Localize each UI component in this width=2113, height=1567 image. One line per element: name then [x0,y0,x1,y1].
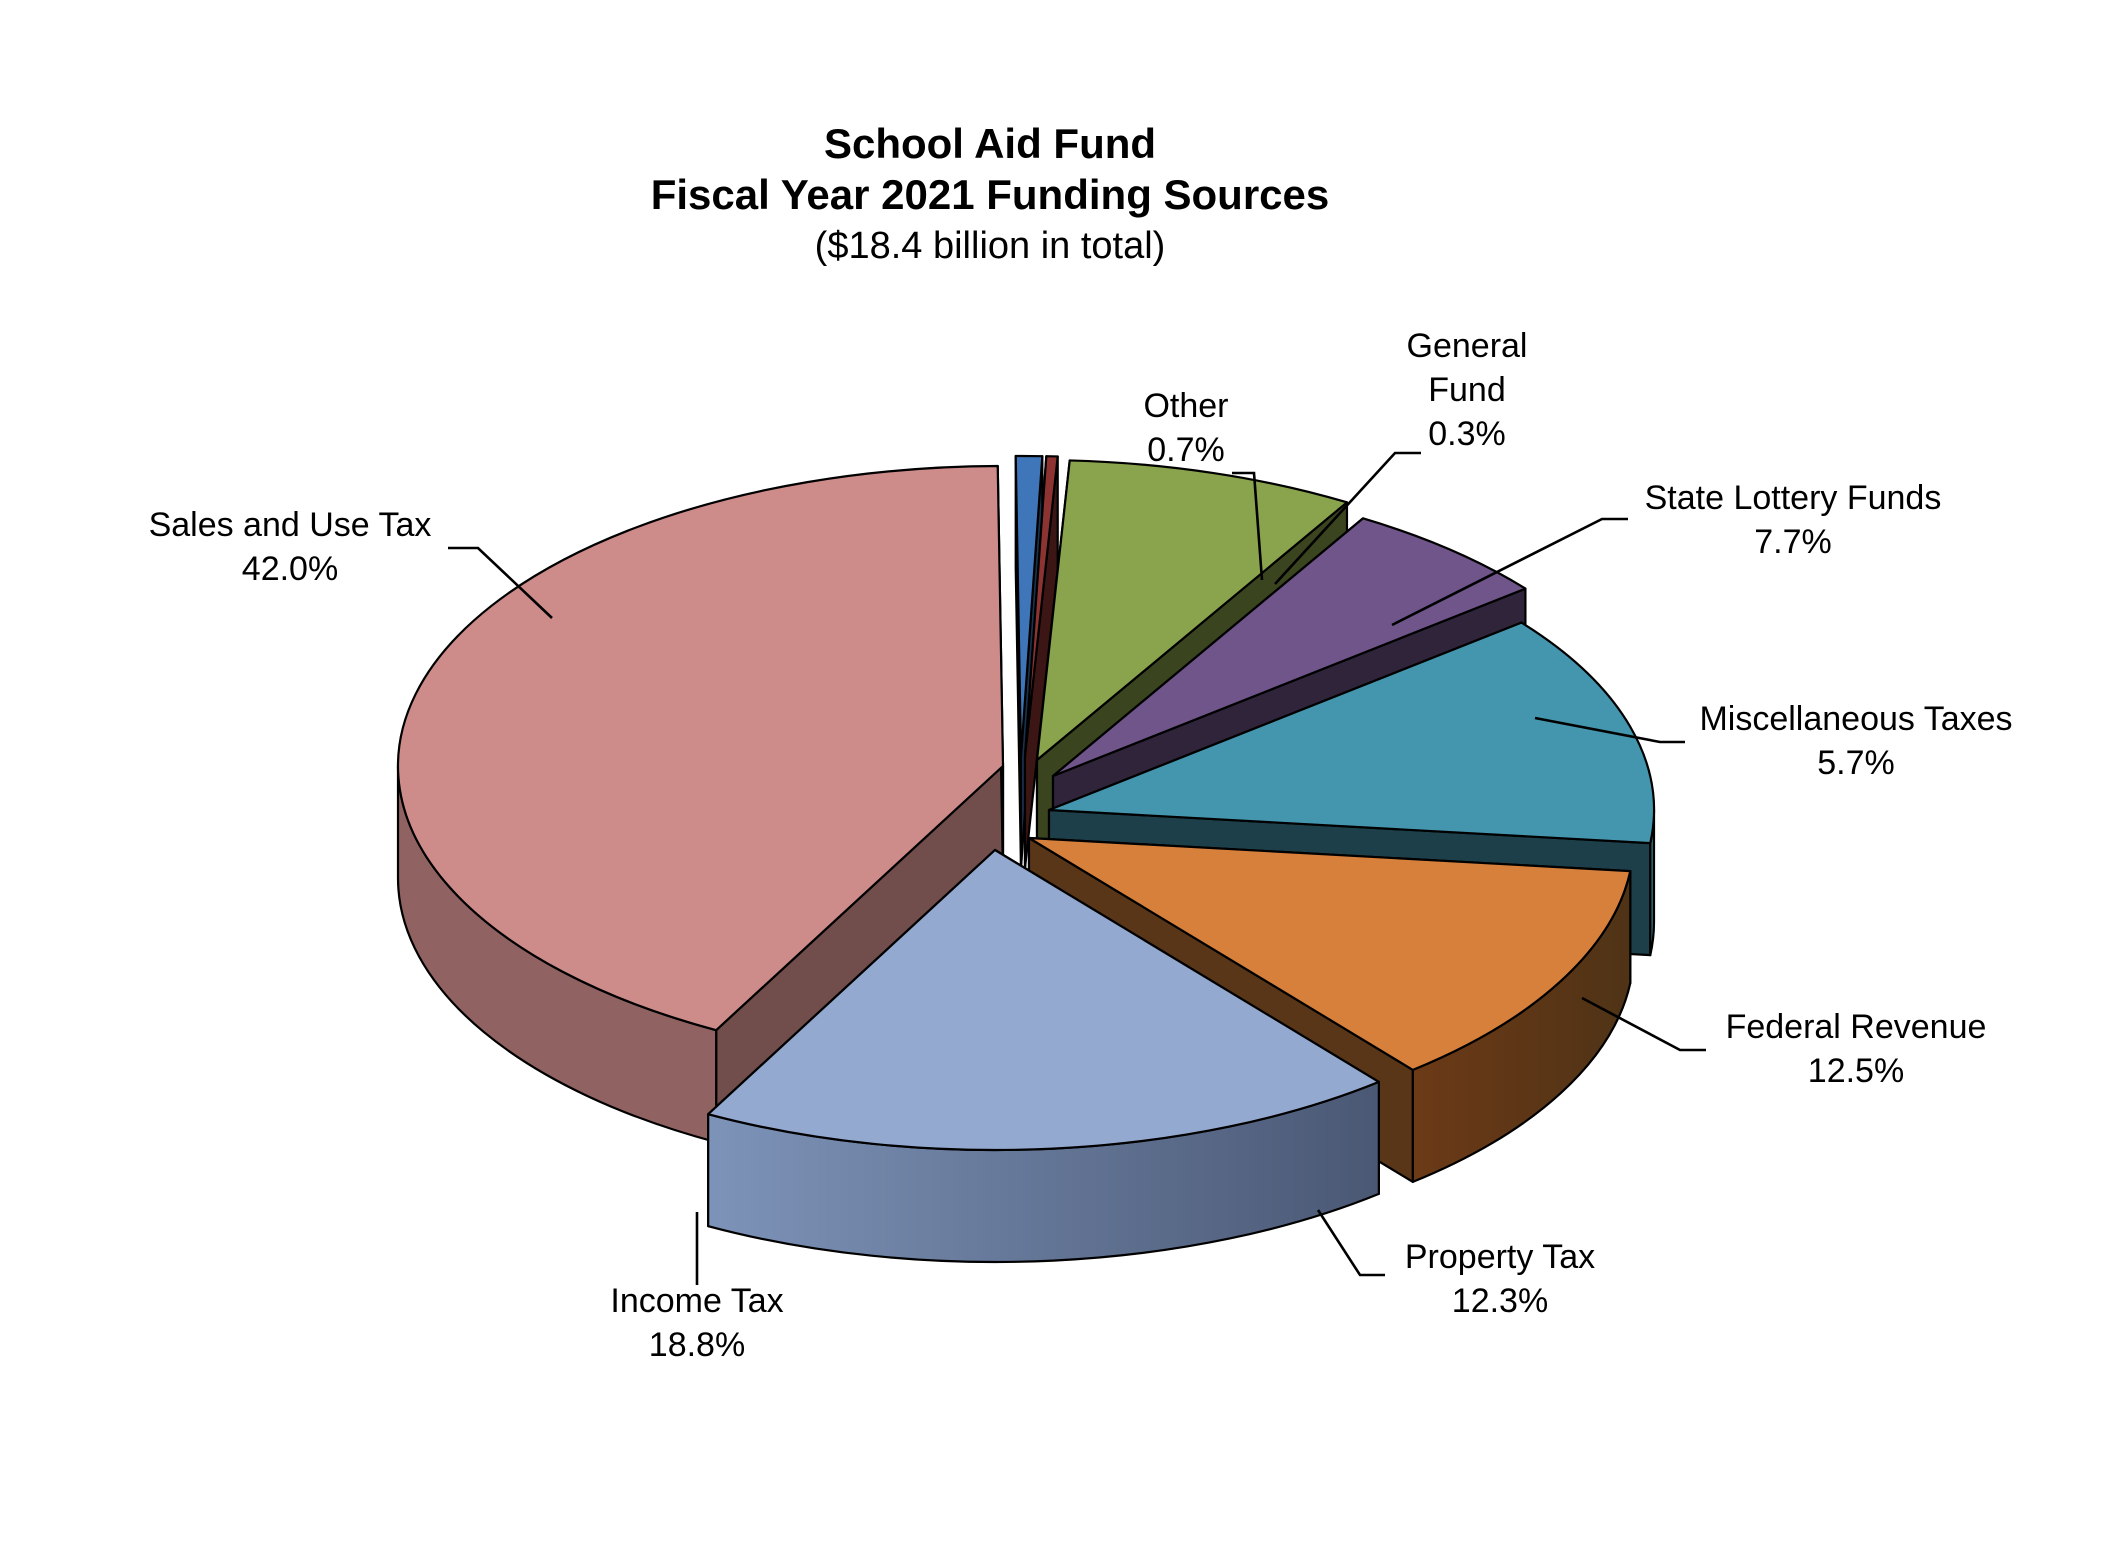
chart-title: School Aid Fund [824,120,1156,167]
leader-line [448,546,553,619]
leader-line [1232,471,1264,581]
slice-name-label: Income Tax [610,1282,783,1320]
slice-income-tax [707,848,1380,1264]
label-state-lottery-funds: State Lottery Funds 7.7% [1391,479,1942,627]
slice-top [1051,517,1527,778]
slice-sales-and-use-tax [396,464,1005,1144]
leader-line [1391,517,1628,627]
label-miscellaneous-taxes: Miscellaneous Taxes 5.7% [1534,700,2013,782]
pie-labels: Sales and Use Tax 42.0% Income Tax 18.8% Pro… [149,327,2013,1364]
slice-name-label: Other [1143,387,1228,425]
label-property-tax: Property Tax 12.3% [1316,1209,1595,1320]
chart-subtitle: Fiscal Year 2021 Funding Sources [651,171,1330,218]
slice-value-label: 7.7% [1754,523,1832,561]
leader-line [1534,716,1685,744]
slice-value-label: 0.7% [1147,431,1225,469]
pie-slices [396,454,1656,1264]
slice-name-label: General [1407,327,1528,365]
label-federal-revenue: Federal Revenue 12.5% [1581,996,1987,1090]
slice-top [1023,455,1059,758]
slice-name-label: Miscellaneous Taxes [1699,700,2012,738]
label-sales-and-use-tax: Sales and Use Tax 42.0% [149,506,553,619]
slice-value-label: 18.8% [649,1326,745,1364]
slice-name-label: Sales and Use Tax [149,506,432,544]
label-general-fund: General Fund 0.3% [1274,327,1528,585]
leader-line [1316,1209,1385,1277]
slice-name-label: Property Tax [1405,1238,1595,1276]
slice-top [1014,454,1044,758]
leader-line [1581,996,1706,1052]
label-income-tax: Income Tax 18.8% [610,1212,784,1364]
slice-top [1027,836,1632,1071]
slice-value-label: 12.5% [1808,1052,1904,1090]
slice-value-label: 12.3% [1452,1282,1548,1320]
slice-top [707,848,1380,1152]
slice-name-label: State Lottery Funds [1645,479,1942,517]
slice-name-label: Federal Revenue [1726,1008,1987,1046]
label-other: Other 0.7% [1143,387,1264,581]
chart-note: ($18.4 billion in total) [815,225,1166,267]
slice-top [396,464,1005,1032]
slice-value-label: 42.0% [242,550,338,588]
slice-top [1035,459,1349,762]
slice-top [1047,621,1656,845]
leader-line [1274,451,1421,585]
slice-value-label: 0.3% [1428,415,1506,453]
slice-value-label: 5.7% [1817,744,1895,782]
slice-name-label: Fund [1428,371,1506,409]
